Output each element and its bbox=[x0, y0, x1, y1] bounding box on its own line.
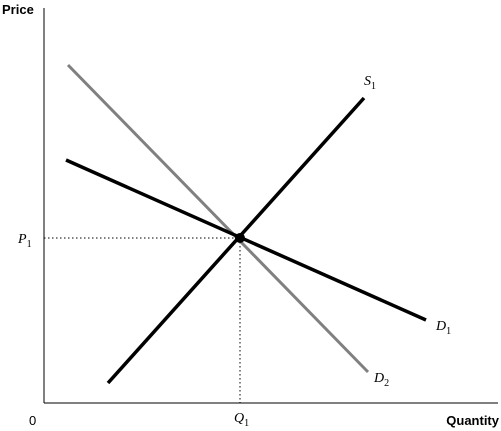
d1-label: D1 bbox=[435, 319, 451, 337]
x-axis-title: Quantity bbox=[446, 413, 499, 428]
demand-curve-d2 bbox=[66, 63, 370, 374]
s1-label: S1 bbox=[364, 74, 376, 92]
q1-label: Q1 bbox=[234, 411, 249, 429]
origin-label: 0 bbox=[29, 413, 36, 428]
y-axis-title: Price bbox=[2, 2, 34, 17]
p1-label: P1 bbox=[17, 232, 32, 250]
d2-label: D2 bbox=[373, 371, 389, 389]
demand-curve-d1 bbox=[65, 158, 427, 322]
equilibrium-point bbox=[235, 233, 245, 243]
